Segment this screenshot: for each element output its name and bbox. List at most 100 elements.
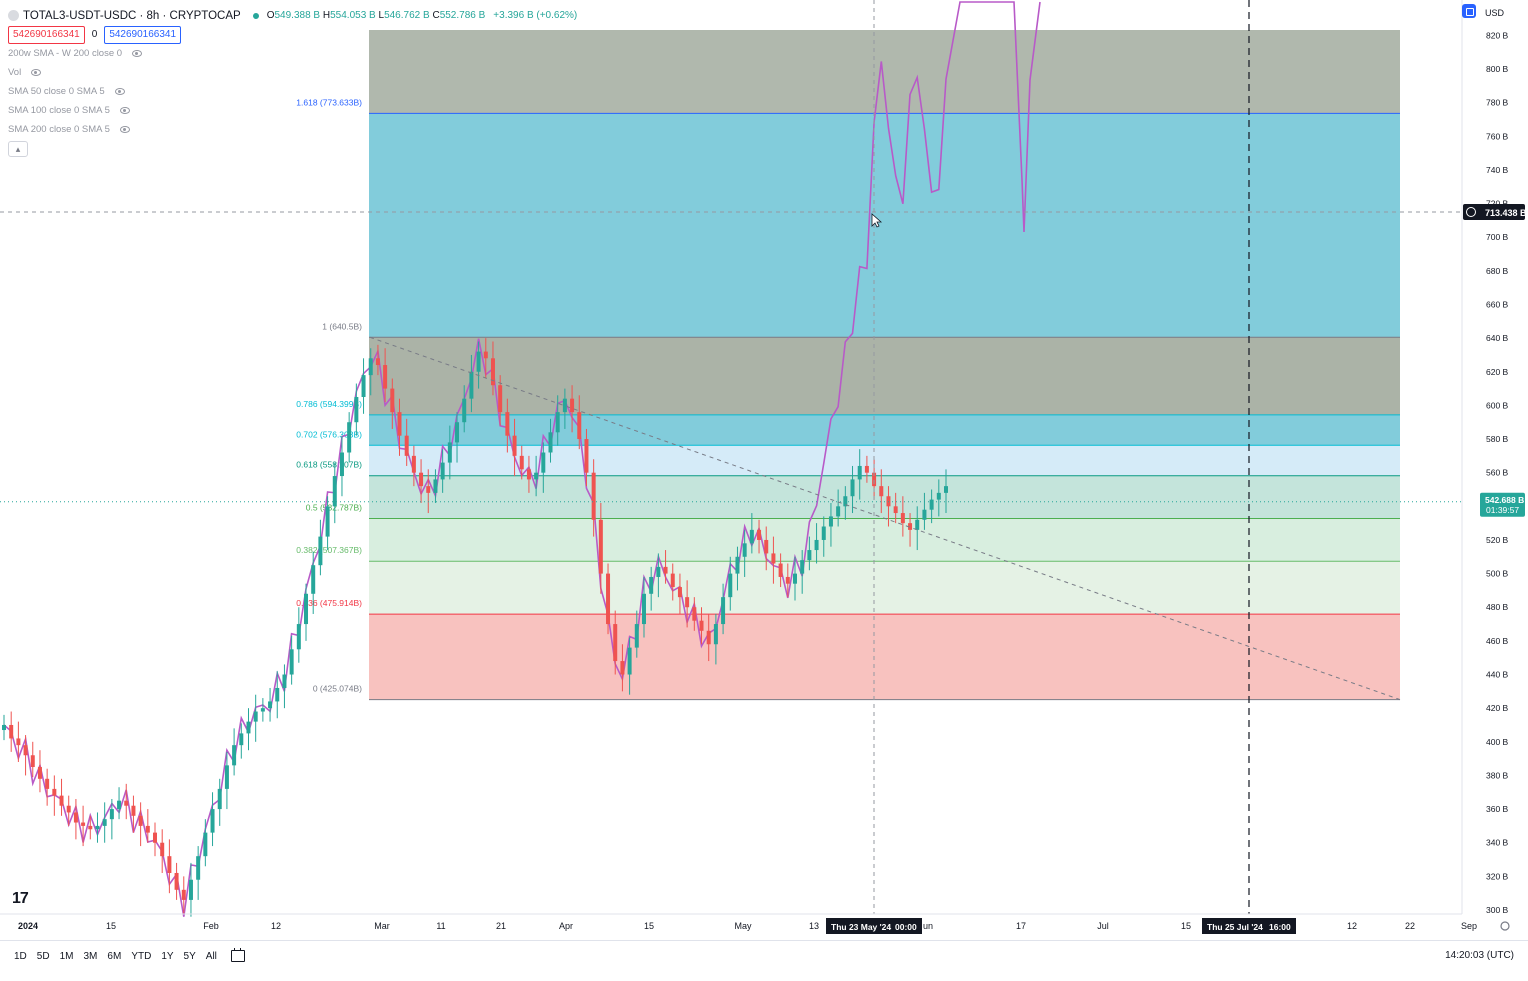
candle-body bbox=[792, 573, 797, 584]
price-tick-label: 520 B bbox=[1486, 535, 1509, 545]
legend-collapse-button[interactable]: ▴ bbox=[8, 141, 28, 157]
range-3m-button[interactable]: 3M bbox=[83, 950, 98, 962]
hidden-eye-icon[interactable] bbox=[114, 88, 125, 95]
symbol-logo-icon[interactable] bbox=[8, 10, 19, 21]
time-tick-label: Sep bbox=[1461, 921, 1477, 931]
candle-body bbox=[764, 539, 769, 554]
range-6m-button[interactable]: 6M bbox=[107, 950, 122, 962]
currency-label[interactable]: USD bbox=[1485, 8, 1505, 18]
gear-icon[interactable] bbox=[1500, 921, 1510, 931]
candle-body bbox=[843, 496, 848, 507]
candle-body bbox=[275, 687, 280, 702]
range-all-button[interactable]: All bbox=[205, 950, 217, 962]
hidden-eye-icon[interactable] bbox=[31, 69, 42, 76]
candle-body bbox=[375, 358, 380, 366]
candle-body bbox=[30, 755, 35, 768]
crosshair-price-label: 713.438 B bbox=[1485, 208, 1527, 218]
indicator-row[interactable]: Vol bbox=[8, 63, 577, 82]
value-box-blue[interactable]: 542690166341 bbox=[104, 25, 182, 44]
fib-zone bbox=[369, 113, 1400, 338]
price-tick-label: 620 B bbox=[1486, 367, 1509, 377]
fib-zone bbox=[369, 475, 1400, 519]
candle-body bbox=[627, 647, 632, 675]
candle-body bbox=[81, 822, 86, 826]
candle-body bbox=[66, 805, 71, 813]
range-1m-button[interactable]: 1M bbox=[59, 950, 74, 962]
last-price-label: 542.688 B bbox=[1485, 495, 1524, 505]
candle-body bbox=[570, 398, 575, 413]
value-box-red[interactable]: 542690166341 bbox=[8, 25, 85, 44]
candle-body bbox=[361, 375, 366, 397]
candle-body bbox=[404, 435, 409, 456]
price-tick-label: 700 B bbox=[1486, 232, 1509, 242]
crosshair-time-label: 00:00 bbox=[895, 922, 917, 932]
candle-body bbox=[397, 412, 402, 436]
candle-body bbox=[124, 800, 129, 806]
candle-body bbox=[886, 496, 891, 507]
hidden-eye-icon[interactable] bbox=[119, 107, 130, 114]
candle-body bbox=[2, 724, 6, 731]
symbol-title[interactable]: TOTAL3-USDT-USDC · 8h · CRYPTOCAP bbox=[23, 9, 241, 22]
ohlc-close-key: C bbox=[432, 9, 440, 21]
candle-body bbox=[879, 486, 884, 497]
price-tick-label: 380 B bbox=[1486, 770, 1509, 780]
candle-body bbox=[282, 674, 287, 688]
candle-body bbox=[598, 519, 603, 574]
range-5y-button[interactable]: 5Y bbox=[183, 950, 196, 962]
trend-line[interactable] bbox=[369, 336, 1401, 701]
time-tick-label: 12 bbox=[271, 921, 281, 931]
price-tick-label: 780 B bbox=[1486, 98, 1509, 108]
candle-body bbox=[828, 516, 833, 527]
candle-body bbox=[95, 825, 100, 830]
price-tick-label: 360 B bbox=[1486, 804, 1509, 814]
range-1y-button[interactable]: 1Y bbox=[161, 950, 174, 962]
tradingview-logo-icon[interactable]: 17 bbox=[12, 890, 29, 907]
price-tick-label: 740 B bbox=[1486, 165, 1509, 175]
calendar-icon[interactable] bbox=[230, 948, 245, 962]
candle-body bbox=[606, 573, 611, 625]
price-tick-label: 580 B bbox=[1486, 434, 1509, 444]
candle-body bbox=[634, 624, 639, 648]
price-tick-label: 500 B bbox=[1486, 569, 1509, 579]
candle-body bbox=[339, 452, 344, 477]
crosshair-date-badge bbox=[826, 918, 922, 934]
price-tick-label: 400 B bbox=[1486, 737, 1509, 747]
range-1d-button[interactable]: 1D bbox=[14, 950, 27, 962]
hidden-eye-icon[interactable] bbox=[132, 50, 143, 57]
candle-body bbox=[153, 832, 158, 843]
overlay-series-line[interactable] bbox=[3, 1, 1041, 917]
candle-body bbox=[304, 593, 309, 625]
indicator-row[interactable]: SMA 50 close 0 SMA 5 bbox=[8, 82, 577, 101]
hidden-eye-icon[interactable] bbox=[119, 126, 130, 133]
time-tick-label: May bbox=[734, 921, 752, 931]
candle-body bbox=[505, 412, 510, 436]
candle-body bbox=[289, 649, 294, 675]
candle-body bbox=[318, 536, 323, 566]
candle-body bbox=[519, 455, 524, 470]
candle-body bbox=[268, 701, 273, 709]
chevron-up-icon: ▴ bbox=[15, 144, 21, 154]
candle-body bbox=[584, 439, 589, 473]
candle-body bbox=[936, 492, 941, 500]
time-tick-label: 17 bbox=[1016, 921, 1026, 931]
indicator-row[interactable]: SMA 100 close 0 SMA 5 bbox=[8, 101, 577, 120]
candle-body bbox=[613, 624, 618, 662]
utc-clock[interactable]: 14:20:03 (UTC) bbox=[1445, 950, 1514, 961]
plus-circle-icon[interactable] bbox=[1466, 207, 1476, 217]
ohlc-low-value: 546.762 B bbox=[384, 9, 430, 21]
candle-body bbox=[929, 499, 934, 510]
currency-icon[interactable] bbox=[1462, 4, 1476, 18]
range-ytd-button[interactable]: YTD bbox=[131, 950, 152, 962]
candle-body bbox=[800, 560, 805, 574]
candle-body bbox=[253, 711, 258, 722]
vline-date-badge bbox=[1202, 918, 1296, 934]
fib-level-label: 1 (640.5B) bbox=[322, 321, 362, 331]
cursor-hand-icon bbox=[871, 213, 883, 228]
indicator-row[interactable]: 200w SMA - W 200 close 0 bbox=[8, 44, 577, 63]
fib-level-label: 0 (425.074B) bbox=[313, 684, 362, 694]
price-tick-label: 660 B bbox=[1486, 299, 1509, 309]
indicator-row[interactable]: SMA 200 close 0 SMA 5 bbox=[8, 120, 577, 139]
range-5d-button[interactable]: 5D bbox=[36, 950, 50, 962]
